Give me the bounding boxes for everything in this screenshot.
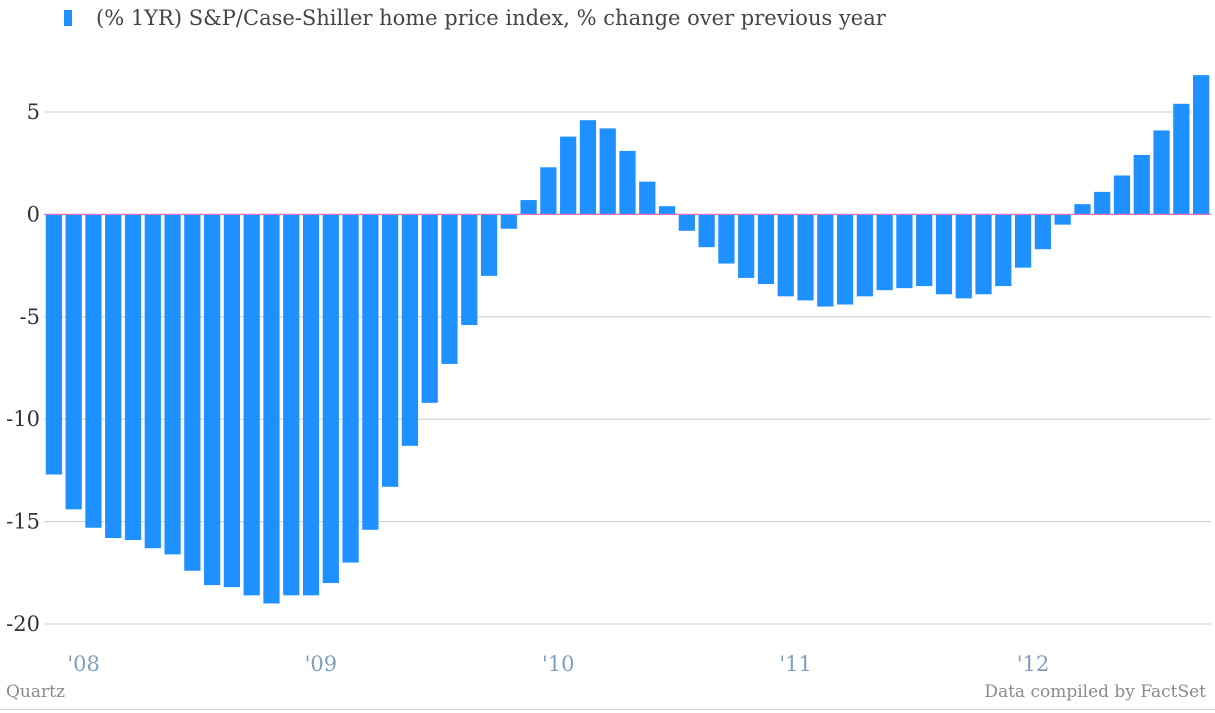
bar bbox=[164, 214, 181, 555]
bar bbox=[65, 214, 82, 510]
bar bbox=[1173, 103, 1190, 215]
bar bbox=[817, 214, 834, 307]
bar bbox=[461, 214, 478, 325]
bar bbox=[619, 150, 636, 215]
bar bbox=[1193, 75, 1210, 215]
bar bbox=[876, 214, 893, 291]
bar bbox=[1133, 155, 1150, 215]
bar bbox=[678, 214, 695, 231]
bottom-rule bbox=[0, 709, 1215, 710]
x-tick-label: '12 bbox=[1017, 652, 1050, 676]
bar bbox=[738, 214, 755, 278]
bar bbox=[85, 214, 102, 528]
bar bbox=[1014, 214, 1032, 268]
bar bbox=[560, 136, 577, 215]
bar bbox=[500, 214, 517, 229]
footer-source: Data compiled by FactSet bbox=[984, 682, 1206, 702]
legend: (% 1YR) S&P/Case-Shiller home price inde… bbox=[64, 6, 886, 30]
bar bbox=[1094, 191, 1111, 215]
x-tick-label: '09 bbox=[305, 652, 338, 676]
x-tick-label: '10 bbox=[542, 652, 575, 676]
bar bbox=[1074, 204, 1091, 215]
bar bbox=[441, 214, 458, 364]
bar bbox=[579, 120, 597, 215]
y-tick-label: -15 bbox=[6, 510, 40, 534]
bar bbox=[1054, 214, 1071, 225]
bar bbox=[896, 214, 913, 289]
bar bbox=[144, 214, 161, 549]
footer-credit: Quartz bbox=[6, 682, 65, 702]
bar bbox=[639, 181, 656, 215]
y-tick-label: -10 bbox=[6, 407, 40, 431]
bar bbox=[718, 214, 735, 264]
bar bbox=[105, 214, 122, 538]
bar bbox=[480, 214, 498, 276]
bar bbox=[935, 214, 953, 295]
bar bbox=[421, 214, 438, 403]
legend-swatch bbox=[64, 10, 72, 26]
y-tick-label: -5 bbox=[20, 305, 40, 329]
bar bbox=[1034, 214, 1051, 250]
bar bbox=[45, 214, 62, 475]
bar bbox=[223, 214, 241, 588]
bar bbox=[836, 214, 854, 305]
bar bbox=[362, 214, 379, 530]
bar bbox=[342, 214, 359, 563]
bar bbox=[856, 214, 873, 297]
bar bbox=[382, 214, 399, 487]
bar bbox=[283, 214, 300, 596]
bar bbox=[1153, 130, 1170, 215]
y-tick-label: 5 bbox=[27, 100, 40, 124]
bar bbox=[243, 214, 260, 596]
bar bbox=[658, 206, 676, 215]
x-tick-label: '11 bbox=[779, 652, 812, 676]
bar bbox=[975, 214, 992, 295]
bar bbox=[401, 214, 419, 446]
bar bbox=[995, 214, 1012, 287]
bar bbox=[1113, 175, 1131, 215]
bar bbox=[955, 214, 972, 299]
y-tick-label: -20 bbox=[6, 612, 40, 636]
bar bbox=[204, 214, 221, 586]
legend-label: (% 1YR) S&P/Case-Shiller home price inde… bbox=[96, 6, 886, 30]
bar bbox=[302, 214, 320, 596]
bar bbox=[777, 214, 794, 297]
bar bbox=[124, 214, 142, 541]
bar bbox=[322, 214, 339, 584]
y-tick-label: 0 bbox=[27, 202, 40, 226]
x-tick-label: '08 bbox=[67, 652, 100, 676]
bar bbox=[797, 214, 814, 301]
bar bbox=[757, 214, 775, 285]
bar bbox=[184, 214, 201, 571]
bar bbox=[520, 200, 537, 215]
bar bbox=[540, 167, 557, 215]
bar bbox=[916, 214, 933, 287]
bar bbox=[698, 214, 715, 248]
bar bbox=[599, 128, 616, 215]
bar bbox=[263, 214, 280, 604]
